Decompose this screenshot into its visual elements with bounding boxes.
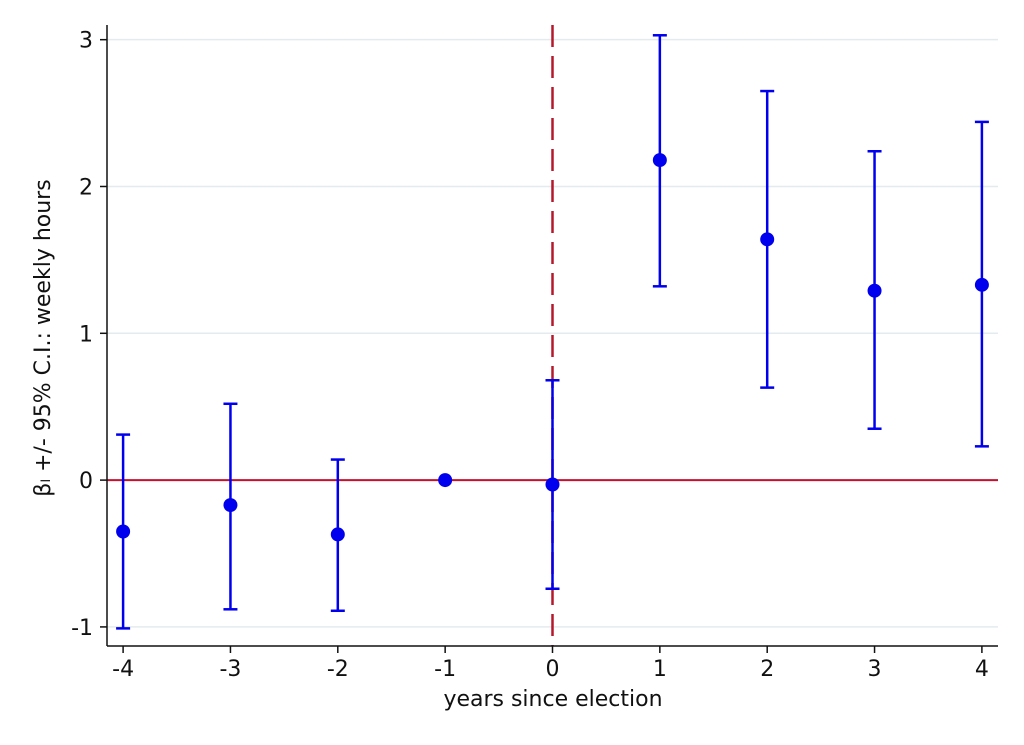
point-estimate <box>223 498 238 513</box>
point-estimate <box>867 283 882 298</box>
point-estimate <box>974 277 989 292</box>
x-tick-label: 2 <box>760 657 774 682</box>
y-tick-label: 0 <box>79 469 93 494</box>
y-tick-label: 1 <box>79 322 93 347</box>
ticks: -1 0 1 2 3 -4 -3 -2 -1 0 1 2 3 4 <box>71 29 989 682</box>
point-estimate <box>652 153 667 168</box>
x-tick-label: 0 <box>546 657 560 682</box>
x-tick-label: -3 <box>219 657 241 682</box>
point-estimate <box>116 524 131 539</box>
point-estimate <box>545 477 560 492</box>
y-tick-label: -1 <box>71 616 93 641</box>
point-estimate <box>438 473 453 488</box>
x-tick-label: 3 <box>868 657 882 682</box>
x-axis-title: years since election <box>443 687 662 712</box>
point-estimate <box>760 232 775 247</box>
y-axis-title: βₗ +/- 95% C.I.: weekly hours <box>31 179 56 496</box>
point-estimates <box>116 153 989 542</box>
x-tick-label: -4 <box>112 657 134 682</box>
point-estimate <box>330 527 345 542</box>
x-tick-label: 4 <box>975 657 989 682</box>
y-tick-label: 3 <box>79 29 93 54</box>
y-tick-label: 2 <box>79 175 93 200</box>
x-tick-label: -2 <box>327 657 349 682</box>
x-tick-label: 1 <box>653 657 667 682</box>
x-tick-label: -1 <box>434 657 456 682</box>
